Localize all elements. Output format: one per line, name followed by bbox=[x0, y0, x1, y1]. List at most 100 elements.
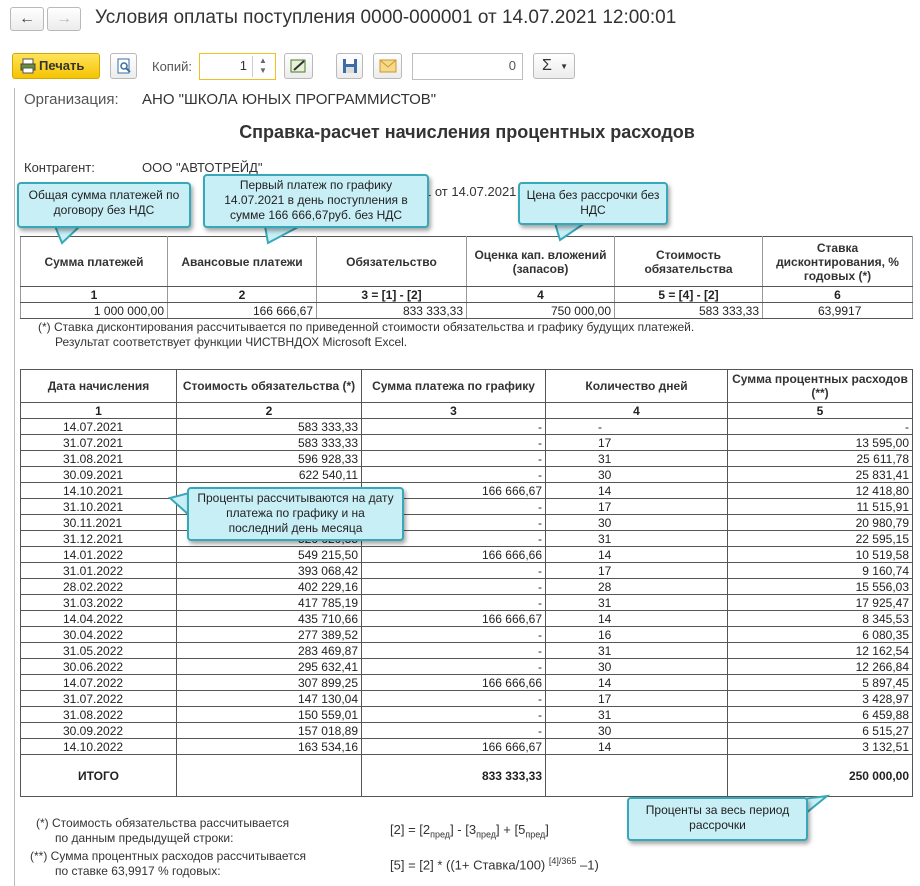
cell: 13 595,00 bbox=[727, 434, 913, 451]
cell: 833 333,33 bbox=[316, 302, 467, 319]
formula-part: пред bbox=[525, 829, 546, 840]
cell: 6 515,27 bbox=[727, 722, 913, 739]
data-row: 31.08.2021 596 928,33-31 25 611,78 bbox=[20, 450, 913, 467]
formula: [5] = [2] * ((1+ Ставка/100) [4]/365 –1) bbox=[390, 856, 599, 872]
cell: 283 469,87 bbox=[176, 642, 362, 659]
cell: 11 515,91 bbox=[727, 498, 913, 515]
organization-label: Организация: bbox=[24, 91, 119, 108]
data-row: 31.08.2022 150 559,01-31 6 459,88 bbox=[20, 706, 913, 723]
report-border bbox=[14, 88, 15, 886]
formula-part: пред bbox=[430, 829, 451, 840]
report-title: Справка-расчет начисления процентных рас… bbox=[239, 122, 695, 142]
formula-part: [2] = [2 bbox=[390, 822, 431, 837]
cell: 14.10.2021 bbox=[20, 482, 177, 499]
mail-button[interactable] bbox=[373, 53, 402, 79]
formula-part: ] bbox=[545, 822, 549, 837]
cell: 295 632,41 bbox=[176, 658, 362, 675]
edit-icon bbox=[290, 59, 306, 73]
total-row: ИТОГО 833 333,33 250 000,00 bbox=[20, 754, 913, 797]
cell: 30.04.2022 bbox=[20, 626, 177, 643]
print-button[interactable]: Печать bbox=[12, 53, 100, 79]
preview-icon bbox=[117, 58, 131, 74]
formula-part: ] - [3 bbox=[450, 822, 477, 837]
header-cell: Стоимость обязательства bbox=[614, 236, 763, 287]
cell: 750 000,00 bbox=[466, 302, 615, 319]
arrow bbox=[263, 225, 301, 245]
cell: 166 666,67 bbox=[361, 738, 546, 755]
forward-button[interactable]: → bbox=[47, 7, 81, 31]
counterparty: ООО "АВТОТРЕЙД" bbox=[142, 160, 263, 175]
window-title: Условия оплаты поступления 0000-000001 о… bbox=[95, 7, 677, 28]
formula: [2] = [2пред] - [3пред] + [5пред] bbox=[390, 822, 549, 840]
formula-part: ] + [5 bbox=[496, 822, 526, 837]
cell: 583 333,33 bbox=[614, 302, 763, 319]
data-row: 14.10.2022 163 534,16 166 666,67 14 3 132,51 bbox=[20, 738, 913, 755]
data-row: 28.02.2022 402 229,16-28 15 556,03 bbox=[20, 578, 913, 595]
cell: 163 534,16 bbox=[176, 738, 362, 755]
cell: 402 229,16 bbox=[176, 578, 362, 595]
header-cell: Дата начисления bbox=[20, 369, 177, 403]
cell: 25 611,78 bbox=[727, 450, 913, 467]
summary-note: (*) Ставка дисконтирования рассчитываетс… bbox=[38, 320, 695, 334]
data-row: 30.09.2021 622 540,11-30 25 831,41 bbox=[20, 466, 913, 483]
callout: Цена без рассрочки без НДС bbox=[518, 182, 668, 225]
data-row: 31.05.2022 283 469,87-31 12 162,54 bbox=[20, 642, 913, 659]
cell bbox=[176, 754, 362, 797]
cell: 14.10.2022 bbox=[20, 738, 177, 755]
footnote: (*) Стоимость обязательства рассчитывает… bbox=[36, 816, 290, 830]
cell: 9 160,74 bbox=[727, 562, 913, 579]
summary-table: Сумма платежей Авансовые платежи Обязатель… bbox=[20, 236, 913, 319]
cell: 8 345,53 bbox=[727, 610, 913, 627]
footnote: (**) Сумма процентных расходов рассчитыв… bbox=[30, 849, 307, 863]
header-cell: Сумма платежа по графику bbox=[361, 369, 546, 403]
copies-spinner[interactable]: ▲ ▼ bbox=[252, 56, 273, 77]
cell bbox=[545, 754, 728, 797]
cell: 31.10.2021 bbox=[20, 498, 177, 515]
data-row: 14.07.2022 307 899,25 166 666,66 14 5 897,45 bbox=[20, 674, 913, 691]
header-cell: Стоимость обязательства (*) bbox=[176, 369, 362, 403]
cell: 25 831,41 bbox=[727, 466, 913, 483]
copies-input[interactable]: 1 ▲ ▼ bbox=[199, 53, 276, 80]
cell: 31.07.2021 bbox=[20, 434, 177, 451]
header-cell: Ставка дисконтирования, % годовых (*) bbox=[762, 236, 913, 287]
back-button[interactable]: ← bbox=[10, 7, 44, 31]
sum-button-label: Σ bbox=[542, 57, 552, 74]
mail-icon bbox=[379, 59, 397, 73]
copies-value: 1 bbox=[239, 58, 247, 73]
formula-part: [5] = [2] * ((1+ Ставка/100) bbox=[390, 857, 549, 873]
schedule-table: Дата начисления Стоимость обязательства (… bbox=[20, 369, 913, 797]
cell: 166 666,66 bbox=[361, 674, 546, 691]
preview-button[interactable] bbox=[110, 53, 137, 79]
header-cell: Количество дней bbox=[545, 369, 728, 403]
print-label: Печать bbox=[39, 58, 85, 73]
data-row: 31.07.2021 583 333,33-17 13 595,00 bbox=[20, 434, 913, 451]
header-cell: Авансовые платежи bbox=[167, 236, 317, 287]
total-interest: 250 000,00 bbox=[727, 754, 913, 797]
header-row: Дата начисления Стоимость обязательства (… bbox=[20, 369, 913, 403]
cell: 277 389,52 bbox=[176, 626, 362, 643]
header-row: Сумма платежей Авансовые платежи Обязатель… bbox=[20, 236, 913, 287]
callout: Проценты рассчитываются на дату платежа … bbox=[187, 487, 404, 541]
save-button[interactable] bbox=[336, 53, 363, 79]
counterparty-label: Контрагент: bbox=[24, 160, 95, 175]
formula-part: [4]/365 bbox=[548, 856, 577, 866]
cell: 14 bbox=[545, 738, 728, 755]
organization: АНО "ШКОЛА ЮНЫХ ПРОГРАММИСТОВ" bbox=[142, 91, 437, 108]
formula-part: –1) bbox=[576, 857, 599, 873]
dropdown-arrow: ▼ bbox=[560, 62, 568, 71]
data-row: 30.04.2022 277 389,52-16 6 080,35 bbox=[20, 626, 913, 643]
contract: 1 от 14.07.2021 bbox=[424, 184, 517, 199]
formula-part: пред bbox=[476, 829, 497, 840]
footnote: по ставке 63,9917 % годовых: bbox=[55, 864, 221, 878]
data-row: 14.01.2022 549 215,50 166 666,66 14 10 519,5… bbox=[20, 546, 913, 563]
edit-button[interactable] bbox=[284, 53, 313, 79]
total-payment: 833 333,33 bbox=[361, 754, 546, 797]
summary-note: Результат соответствует функции ЧИСТВНДО… bbox=[55, 335, 408, 349]
sum-button[interactable]: Σ ▼ bbox=[533, 53, 575, 79]
footnote: по данным предыдущей строки: bbox=[55, 831, 234, 845]
callout: Первый платеж по графику 14.07.2021 в де… bbox=[203, 174, 429, 228]
